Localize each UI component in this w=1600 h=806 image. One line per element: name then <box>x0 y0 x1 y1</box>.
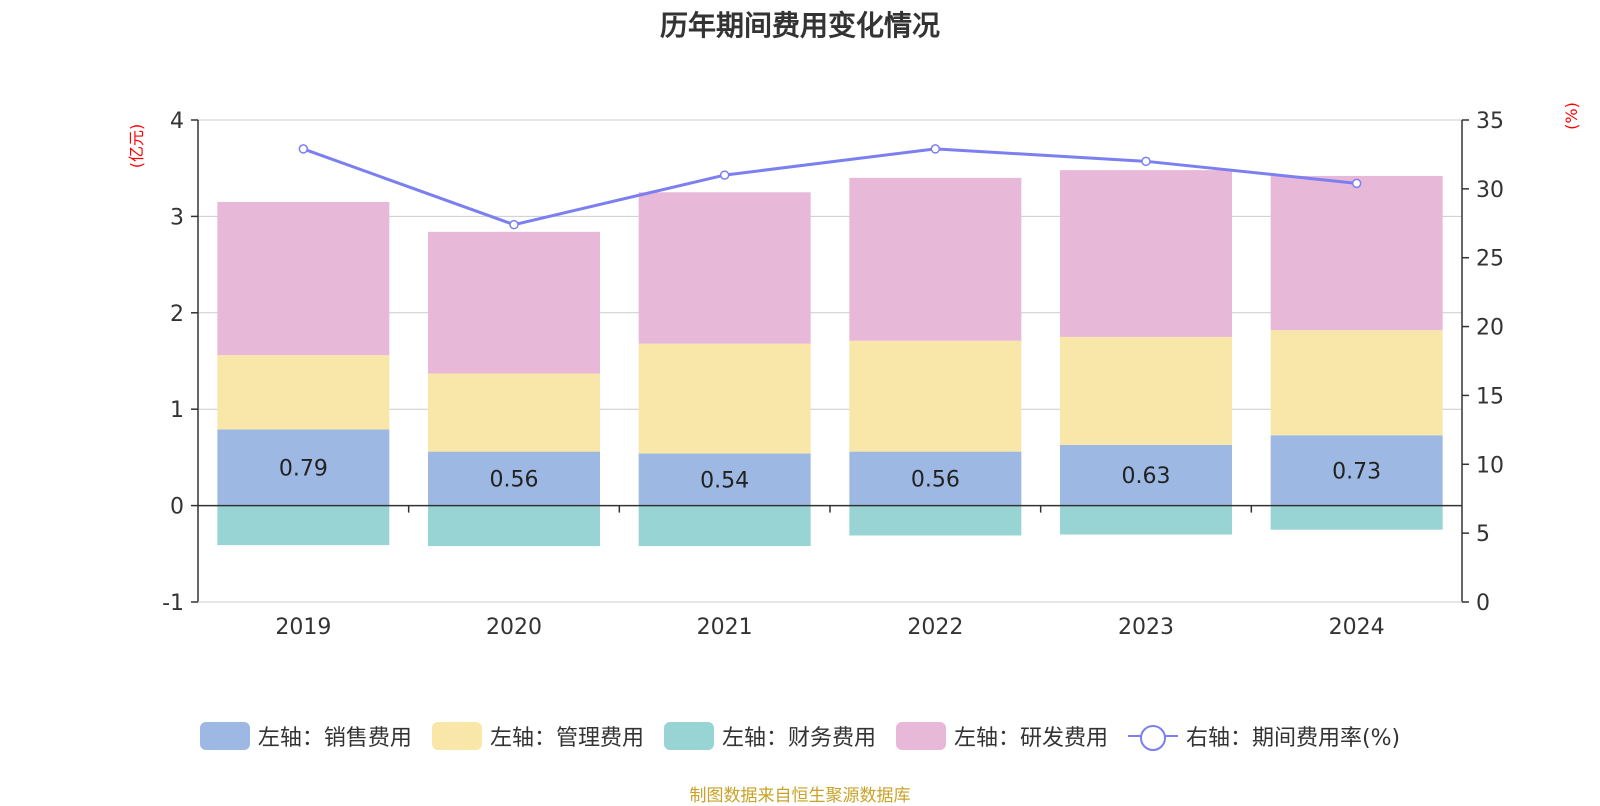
legend-line-marker <box>1127 722 1178 751</box>
bar-series3-2022 <box>849 505 1022 536</box>
legend-item-5[interactable]: 右轴：期间费用率(%) <box>1127 720 1401 752</box>
bar-series4-2022 <box>849 177 1022 341</box>
line-layer <box>298 144 1362 230</box>
x-tick-label-2022: 2022 <box>907 615 963 640</box>
right-tick-label-15: 15 <box>1476 384 1504 409</box>
legend-swatch <box>199 722 250 750</box>
legend-label: 左轴：销售费用 <box>257 726 412 751</box>
x-tick-label-2021: 2021 <box>697 615 753 640</box>
left-tick-label-4: 4 <box>170 109 184 134</box>
left-tick-label-1: 1 <box>170 398 184 423</box>
legend-item-2[interactable]: 左轴：管理费用 <box>431 720 644 752</box>
bar-series4-2023 <box>1060 170 1232 337</box>
right-tick-label-5: 5 <box>1476 522 1490 547</box>
legend-label: 右轴：期间费用率(%) <box>1185 726 1401 751</box>
rate-point-2019 <box>298 144 309 154</box>
bar-series2-2024 <box>1270 330 1443 436</box>
bar-series3-2020 <box>428 505 600 547</box>
bar-series4-2024 <box>1270 175 1443 331</box>
left-tick-label-2: 2 <box>170 302 184 327</box>
bar-label-2019: 0.79 <box>279 457 328 482</box>
right-tick-label-35: 35 <box>1476 109 1504 134</box>
x-tick-label-2020: 2020 <box>486 615 542 640</box>
bar-series1-2023 <box>1060 444 1232 506</box>
bar-series1-2024 <box>1270 435 1443 506</box>
bar-series2-2019 <box>217 355 390 430</box>
left-tick-label--1: -1 <box>162 591 184 616</box>
label-layer: 0.79 0.56 0.54 0.56 0.63 0.73 <box>279 457 1381 494</box>
bar-series2-2020 <box>428 373 600 452</box>
bar-series3-2019 <box>217 505 390 546</box>
bar-label-2021: 0.54 <box>700 469 749 494</box>
bar-series2-2022 <box>849 340 1022 452</box>
right-tick-label-0: 0 <box>1476 591 1490 616</box>
legend-swatch <box>895 722 946 750</box>
left-tick-label-3: 3 <box>170 205 184 230</box>
x-tick-label-2023: 2023 <box>1118 615 1174 640</box>
legend-item-1[interactable]: 左轴：销售费用 <box>199 720 412 752</box>
bar-label-2020: 0.56 <box>490 468 539 493</box>
right-tick-label-30: 30 <box>1476 178 1504 203</box>
right-tick-label-20: 20 <box>1476 316 1504 341</box>
rate-point-2021 <box>719 170 730 180</box>
chart-title: 历年期间费用变化情况 <box>659 9 940 42</box>
legend-label: 左轴：财务费用 <box>721 726 876 751</box>
legend-item-4[interactable]: 左轴：研发费用 <box>895 720 1108 752</box>
bar-series3-2023 <box>1060 505 1232 535</box>
legend-label: 左轴：管理费用 <box>489 726 644 751</box>
bar-series1-2022 <box>849 451 1022 506</box>
bar-series1-2019 <box>217 429 390 506</box>
bar-series4-2021 <box>638 192 811 344</box>
x-tick-label-2019: 2019 <box>275 615 331 640</box>
bar-series1-2021 <box>638 453 811 506</box>
legend-label: 左轴：研发费用 <box>953 726 1108 751</box>
legend: 左轴：销售费用 左轴：管理费用 左轴：财务费用 左轴：研发费用 右轴：期间费用率(%) <box>0 720 1600 752</box>
axis-layer: -1 0 1 2 3 4 0 5 10 15 20 25 30 35 2019 2020 2021 2022 202… <box>162 109 1504 640</box>
bar-label-2023: 0.63 <box>1122 464 1171 489</box>
rate-point-2020 <box>509 219 519 230</box>
legend-swatch <box>431 722 482 750</box>
legend-item-3[interactable]: 左轴：财务费用 <box>663 720 876 752</box>
bar-label-2024: 0.73 <box>1332 459 1381 484</box>
left-tick-label-0: 0 <box>170 495 184 520</box>
x-tick-label-2024: 2024 <box>1329 615 1385 640</box>
bar-series4-2020 <box>428 231 600 374</box>
rate-point-2022 <box>930 144 941 154</box>
legend-swatch <box>663 722 714 750</box>
right-tick-label-25: 25 <box>1476 247 1504 272</box>
bar-layer <box>217 170 1443 547</box>
left-axis-unit-label: (亿元) <box>127 124 146 169</box>
rate-point-2023 <box>1141 156 1151 167</box>
right-axis-unit-label: (%) <box>1562 102 1581 130</box>
bar-series2-2021 <box>638 343 811 454</box>
bar-series4-2019 <box>217 201 390 356</box>
right-tick-label-10: 10 <box>1476 453 1504 478</box>
rate-line <box>302 147 1357 227</box>
rate-point-2024 <box>1351 178 1362 189</box>
bar-series1-2020 <box>428 451 600 506</box>
bar-label-2022: 0.56 <box>911 468 960 493</box>
source-note: 制图数据来自恒生聚源数据库 <box>689 786 911 806</box>
bar-series2-2023 <box>1060 336 1232 445</box>
bar-series3-2024 <box>1270 505 1443 530</box>
bar-series3-2021 <box>638 505 811 547</box>
